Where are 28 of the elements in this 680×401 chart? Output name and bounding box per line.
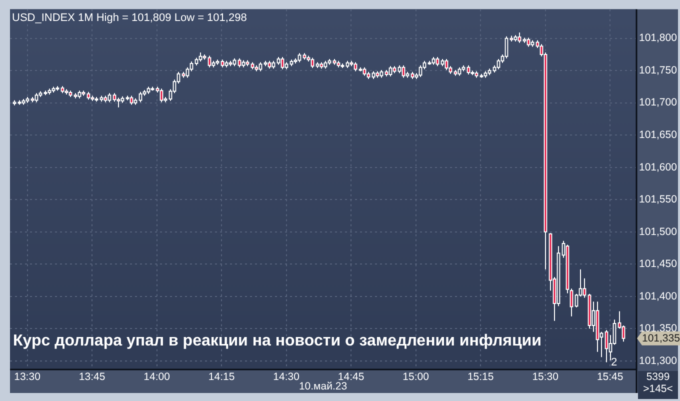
y-tick-label: 101,300 [639,354,678,367]
text: 5399 [646,370,670,383]
x-tick-label: 15:15 [467,371,494,384]
x-tick-label: 13:30 [14,371,41,384]
y-tick-label: 101,650 [639,129,678,142]
y-tick-label: 101,700 [639,96,678,109]
annotation: 2 [610,356,618,369]
x-tick-label: 15:45 [596,371,624,384]
y-tick-label: 101,800 [639,32,678,44]
x-tick-label: 13:45 [78,371,106,384]
y-tick-label: 101,350 [639,322,678,335]
x-tick-label: 14:30 [273,371,300,384]
chart-title: USD_INDEX 1M High = 101,809 Low = 101,298 [12,12,247,24]
y-tick-label: 101,400 [639,290,678,302]
annotation: Курс доллара упал в реакции на новости о замедлении инфляции [13,332,542,350]
x-tick-label: 15:00 [402,371,430,384]
y-tick-label: 101,450 [639,258,678,270]
text: >145< [643,382,673,395]
x-tick-label: 14:15 [208,371,235,384]
x-axis-title: 10.май.23 [298,380,348,393]
y-tick-label: 101,550 [639,194,678,206]
x-tick-label: 14:00 [144,371,170,384]
x-tick-label: 15:30 [532,371,559,384]
y-tick-label: 101,500 [639,226,678,238]
x-tick-label: 14:45 [338,371,364,384]
y-tick-label: 101,750 [639,64,678,76]
y-tick-label: 101,600 [639,161,678,174]
text: 101,335 [642,332,680,345]
